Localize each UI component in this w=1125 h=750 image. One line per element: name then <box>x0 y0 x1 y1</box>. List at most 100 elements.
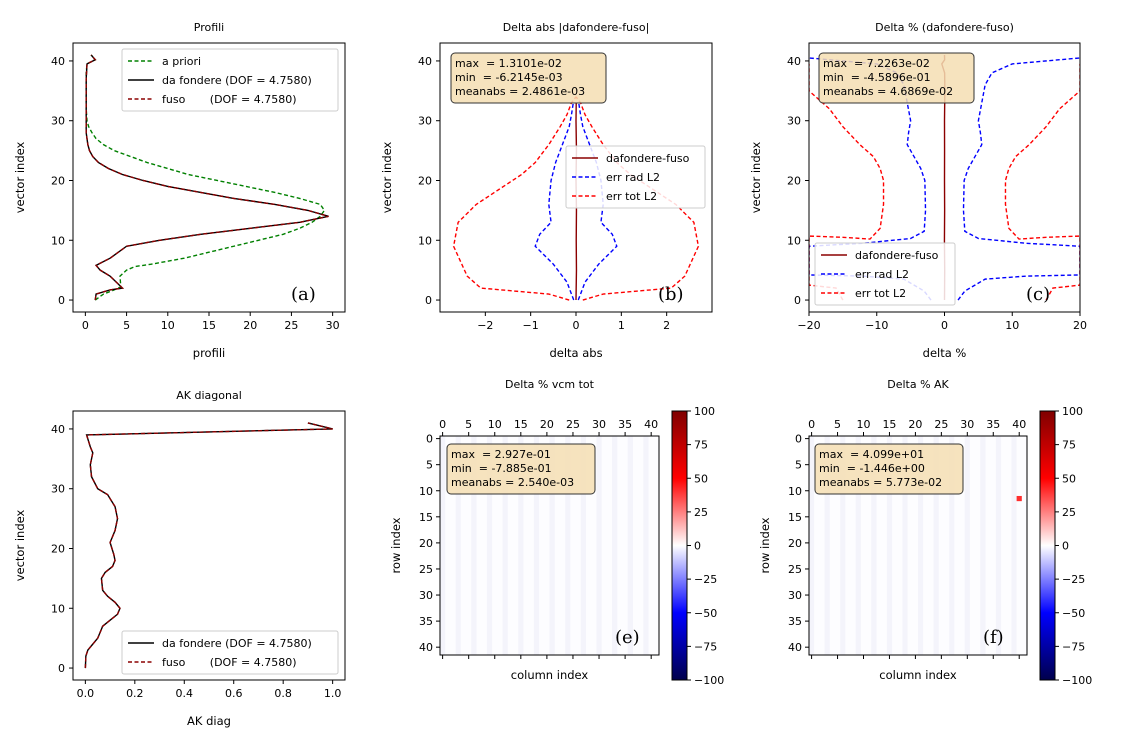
legend-label: a priori <box>162 55 201 68</box>
colorbar-tick-label: 100 <box>694 405 715 418</box>
legend-label: err rad L2 <box>606 171 660 184</box>
x-tick-label: 35 <box>618 418 632 431</box>
y-tick-label: 20 <box>419 537 433 550</box>
series-line-mirror-b-1 <box>534 102 575 301</box>
plot-frame <box>72 410 346 681</box>
heatmap-streak <box>440 436 446 655</box>
x-tick-label: 15 <box>514 418 528 431</box>
panel-a: Profili 0 5 10 15 20 25 30 0 10 20 30 40 profili vecto… <box>13 21 346 360</box>
x-tick-label: 0 <box>573 319 580 332</box>
stat-meanabs: meanabs = 4.6869e-02 <box>823 85 953 98</box>
heatmap-streak <box>871 436 877 655</box>
y-tick-label: 0 <box>426 433 433 446</box>
x-tick-label: 0 <box>808 418 815 431</box>
panel-letter: (c) <box>1026 284 1050 305</box>
x-tick-label: 0.2 <box>126 687 144 700</box>
x-tick-label: 25 <box>284 319 298 332</box>
stat-meanabs: meanabs = 5.773e-02 <box>819 476 942 489</box>
heatmap-streak <box>549 436 555 655</box>
y-tick-label: 20 <box>51 542 65 555</box>
x-tick-label: 0.0 <box>77 687 95 700</box>
colorbar-tick-label: 0 <box>1062 540 1069 553</box>
series-line-a-2 <box>85 54 329 301</box>
panel-f: Delta % AK 0 5 10 15 20 25 30 35 40 0 5 10 15 20 25 30 35… <box>758 378 1092 687</box>
stats-box-bg <box>818 52 975 104</box>
series-line-d-1 <box>84 422 333 669</box>
heatmap-streak <box>980 436 986 655</box>
y-tick-label: 35 <box>419 615 433 628</box>
y-tick-label: 25 <box>419 563 433 576</box>
y-axis-label: vector index <box>380 142 394 214</box>
colorbar-tick-label: −100 <box>1062 674 1092 687</box>
x-axis-label: delta abs <box>549 346 602 360</box>
panel-c: Delta % (dafondere-fuso) −20 −10 0 10 20 0 10 20… <box>749 21 1087 360</box>
x-tick-label: 35 <box>986 418 1000 431</box>
x-tick-label: 25 <box>934 418 948 431</box>
stat-min: min = -4.5896e-01 <box>823 71 931 84</box>
y-tick-label: 20 <box>787 174 801 187</box>
plot-frame <box>808 435 1028 656</box>
stat-min: min = -6.2145e-03 <box>455 71 563 84</box>
legend-label: err rad L2 <box>855 268 909 281</box>
x-axis-label: column index <box>511 668 589 682</box>
legend-label: err tot L2 <box>606 190 657 203</box>
colorbar-tick-label: −75 <box>694 640 717 653</box>
y-tick-label: 20 <box>418 174 432 187</box>
x-tick-label: 10 <box>857 418 871 431</box>
heatmap-streak <box>533 436 540 655</box>
stat-max: max = 4.099e+01 <box>819 448 924 461</box>
x-tick-label: 0.8 <box>274 687 292 700</box>
stat-meanabs: meanabs = 2.540e-03 <box>451 476 574 489</box>
y-tick-label: 0 <box>794 294 801 307</box>
legend-box <box>565 145 706 209</box>
heatmap-streak <box>455 436 461 655</box>
colorbar <box>671 410 688 681</box>
y-tick-label: 40 <box>418 55 432 68</box>
legend-label: da fondere (DOF = 4.7580) <box>162 637 312 650</box>
x-tick-label: 20 <box>540 418 554 431</box>
x-tick-label: 20 <box>1073 319 1087 332</box>
heatmap-streak <box>964 436 970 655</box>
panel-title: Delta % AK <box>887 378 949 391</box>
y-tick-label: 5 <box>426 459 433 472</box>
stat-max: max = 2.927e-01 <box>451 448 551 461</box>
series-line-b-1 <box>577 102 618 301</box>
panel-title: Delta % (dafondere-fuso) <box>875 21 1014 34</box>
y-tick-label: 20 <box>788 537 802 550</box>
x-tick-label: 5 <box>123 319 130 332</box>
y-tick-label: 30 <box>788 589 802 602</box>
legend: da fondere (DOF = 4.7580) fuso (DOF = 4.7… <box>121 630 339 675</box>
x-tick-label: 30 <box>960 418 974 431</box>
legend-label: err tot L2 <box>855 287 906 300</box>
legend-box <box>121 630 339 675</box>
panel-letter: (e) <box>615 627 640 648</box>
panel-letter: (a) <box>291 284 316 305</box>
x-axis-label: AK diag <box>187 714 231 728</box>
x-tick-label: 0 <box>439 418 446 431</box>
legend-label: dafondere-fuso <box>606 152 690 165</box>
heatmap-streak <box>902 436 908 655</box>
x-tick-label: 5 <box>834 418 841 431</box>
heatmap-streak <box>612 436 618 655</box>
heatmap-streak <box>471 436 477 655</box>
x-tick-label: 40 <box>1012 418 1026 431</box>
y-tick-label: 0 <box>795 433 802 446</box>
heatmap-hot-cell <box>1016 495 1022 502</box>
colorbar-tick-label: 50 <box>694 472 708 485</box>
y-tick-label: 30 <box>419 589 433 602</box>
heatmap-streak <box>1011 436 1017 655</box>
series-line-c-1 <box>957 57 1080 301</box>
x-tick-label: 0 <box>82 319 89 332</box>
colorbar-tick-label: −25 <box>694 573 717 586</box>
colorbar-tick-label: 50 <box>1062 472 1076 485</box>
y-tick-label: 40 <box>51 423 65 436</box>
y-tick-label: 40 <box>51 55 65 68</box>
x-tick-label: 20 <box>908 418 922 431</box>
heatmap-streak <box>995 436 1002 655</box>
x-tick-label: 30 <box>592 418 606 431</box>
x-axis-label: column index <box>879 668 957 682</box>
y-axis-label: vector index <box>749 142 763 214</box>
heatmap-streak <box>627 436 633 655</box>
panel-letter: (b) <box>658 284 684 305</box>
